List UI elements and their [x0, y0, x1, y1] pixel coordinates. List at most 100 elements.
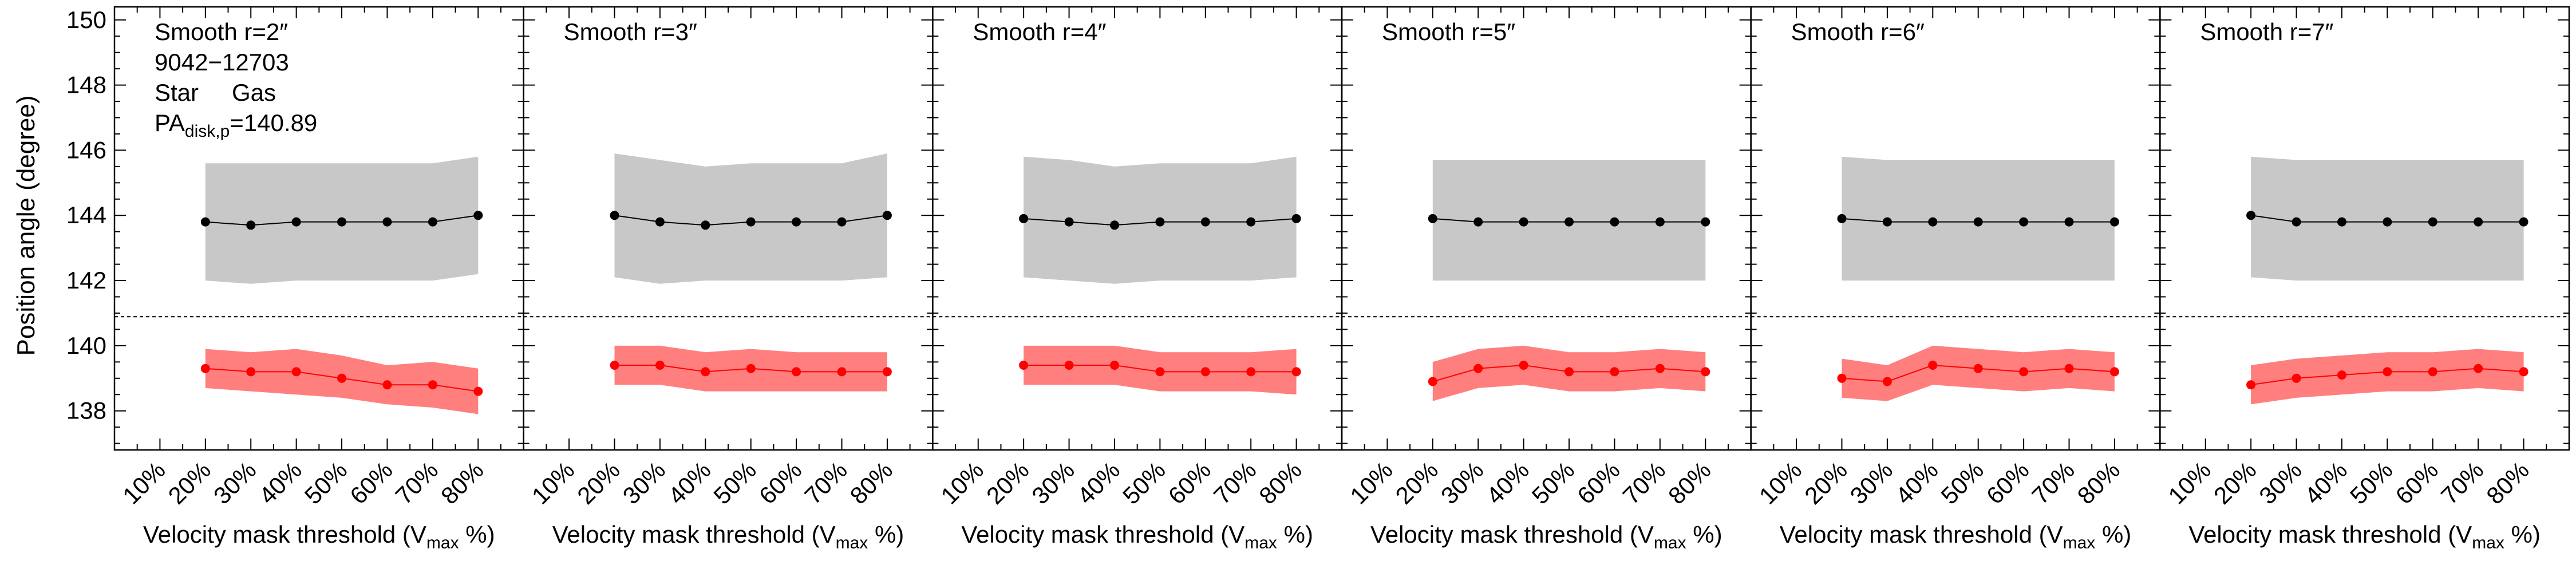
- x-tick-label: 80%: [2072, 456, 2125, 509]
- panels-group: 13814014214414614815010%20%30%40%50%60%7…: [66, 6, 2570, 552]
- legend-gas: Gas: [232, 79, 276, 106]
- x-tick-label: 80%: [845, 456, 898, 509]
- x-tick-label: 50%: [1117, 456, 1171, 509]
- star-point: [701, 220, 710, 230]
- gas-point: [1291, 367, 1301, 377]
- x-tick-label: 60%: [2390, 456, 2443, 509]
- star-point: [655, 217, 665, 227]
- x-tick-label: 40%: [663, 456, 716, 509]
- star-point: [473, 211, 483, 220]
- x-tick-label: 20%: [2208, 456, 2262, 509]
- x-tick-label: 70%: [799, 456, 852, 509]
- x-tick-label: 10%: [1754, 456, 1807, 509]
- x-tick-label: 60%: [1981, 456, 2034, 509]
- star-point: [2064, 217, 2074, 227]
- gas-point: [746, 364, 756, 373]
- gas-point: [2428, 367, 2437, 377]
- x-tick-label: 30%: [1026, 456, 1080, 509]
- x-tick-label: 10%: [117, 456, 171, 509]
- x-tick-label: 30%: [1845, 456, 1898, 509]
- star-point: [1291, 214, 1301, 223]
- y-tick-label: 148: [66, 72, 106, 98]
- panel-title: Smooth r=5″: [1382, 18, 1515, 45]
- x-tick-label: 50%: [1935, 456, 1989, 509]
- x-tick-label: 10%: [2163, 456, 2216, 509]
- gas-point: [2474, 364, 2483, 373]
- panel-3: 10%20%30%40%50%60%70%80% Velocity mask th…: [932, 6, 1343, 552]
- x-tick-label: 50%: [299, 456, 353, 509]
- x-tick-label: 30%: [1436, 456, 1489, 509]
- gas-point: [428, 380, 437, 390]
- pa-disk-label: PAdisk,p=140.89: [155, 109, 317, 141]
- x-tick-label: 20%: [981, 456, 1034, 509]
- panel-1: 138 140 142 144 146 148 150 10%20%30%40%50%60%7…: [66, 6, 524, 552]
- star-point: [2291, 217, 2301, 227]
- gas-point: [1064, 361, 1074, 370]
- gas-point: [291, 367, 301, 377]
- star-point: [2519, 217, 2528, 227]
- x-tick-label: 80%: [436, 456, 489, 509]
- x-tick-label: 30%: [2254, 456, 2307, 509]
- gas-point: [337, 373, 346, 383]
- x-tick-label: 70%: [1618, 456, 1671, 509]
- x-axis-label: Velocity mask threshold (Vmax %): [143, 521, 495, 552]
- star-point: [1655, 217, 1665, 227]
- gas-point: [1655, 364, 1665, 373]
- gas-point: [1246, 367, 1256, 377]
- star-point: [1564, 217, 1574, 227]
- star-point: [2337, 217, 2346, 227]
- gas-point: [1428, 377, 1437, 386]
- gas-point: [246, 367, 256, 377]
- gas-point: [1701, 367, 1710, 377]
- star-point: [382, 217, 392, 227]
- star-point: [1200, 217, 1210, 227]
- star-point: [837, 217, 847, 227]
- x-tick-label: 20%: [163, 456, 216, 509]
- x-tick-label: 70%: [2436, 456, 2489, 509]
- star-point: [1519, 217, 1528, 227]
- panel-title: Smooth r=2″: [155, 18, 288, 45]
- star-point: [792, 217, 801, 227]
- gas-point: [2291, 373, 2301, 383]
- galaxy-id: 9042−12703: [155, 49, 289, 76]
- gas-point: [1610, 367, 1619, 377]
- star-point: [337, 217, 346, 227]
- x-tick-label: 10%: [527, 456, 580, 509]
- x-tick-label: 60%: [345, 456, 398, 509]
- x-axis-label: Velocity mask threshold (Vmax %): [552, 521, 904, 552]
- gas-point: [1973, 364, 1983, 373]
- x-tick-label: 40%: [1072, 456, 1125, 509]
- gas-point: [2109, 367, 2119, 377]
- star-point: [1837, 214, 1847, 223]
- star-point: [1473, 217, 1483, 227]
- panel-title: Smooth r=4″: [973, 18, 1106, 45]
- gas-band: [1842, 345, 2115, 401]
- y-tick-label: 144: [66, 202, 106, 228]
- x-tick-label: 20%: [1390, 456, 1443, 509]
- x-tick-label: 80%: [2481, 456, 2534, 509]
- gas-point: [382, 380, 392, 390]
- gas-point: [2064, 364, 2074, 373]
- star-point: [200, 217, 210, 227]
- star-point: [746, 217, 756, 227]
- x-tick-label: 30%: [618, 456, 671, 509]
- star-point: [2474, 217, 2483, 227]
- gas-band: [2251, 349, 2524, 405]
- star-point: [882, 211, 892, 220]
- gas-point: [2019, 367, 2029, 377]
- x-tick-label: 80%: [1663, 456, 1716, 509]
- x-tick-label: 40%: [2300, 456, 2353, 509]
- x-tick-label: 50%: [708, 456, 761, 509]
- x-tick-label: 50%: [2345, 456, 2398, 509]
- star-point: [2383, 217, 2392, 227]
- star-point: [1928, 217, 1938, 227]
- y-tick-label: 138: [66, 397, 106, 424]
- gas-point: [473, 386, 483, 396]
- x-tick-label: 40%: [1890, 456, 1943, 509]
- star-point: [1610, 217, 1619, 227]
- y-axis-label: Position angle (degree): [12, 96, 40, 356]
- star-point: [2428, 217, 2437, 227]
- star-point: [1155, 217, 1165, 227]
- x-tick-label: 80%: [1254, 456, 1307, 509]
- gas-point: [701, 367, 710, 377]
